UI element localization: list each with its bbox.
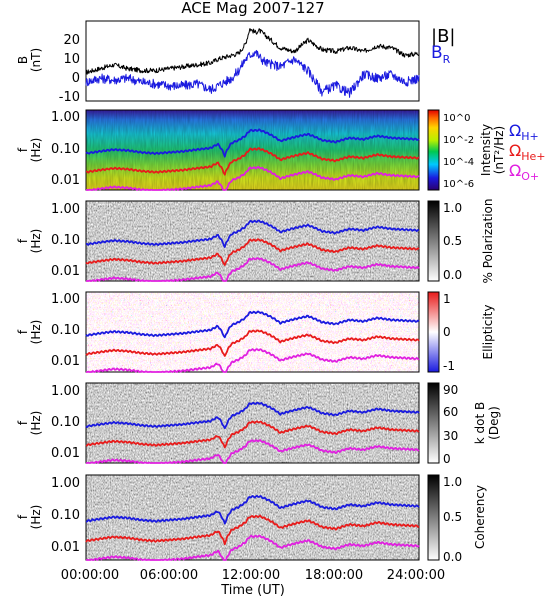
colorbar-tick: 1.0 <box>443 475 462 489</box>
colorbar <box>427 200 440 282</box>
legend-radial-field: BR <box>431 43 451 66</box>
y-tick-label: 0.01 <box>51 354 80 369</box>
y-tick-label: 0.01 <box>51 446 80 461</box>
y-tick-label: 0.10 <box>51 508 80 523</box>
colorbar-tick: 0.5 <box>443 510 462 524</box>
y-axis-label: f <box>16 147 30 152</box>
colorbar-tick: 0 <box>443 452 451 466</box>
y-tick-label: 0.10 <box>51 323 80 338</box>
y-tick-label: 1.00 <box>51 476 80 491</box>
colorbar-unit: (nT²/Hz) <box>492 126 506 174</box>
panel-intensity: f (Hz) 1.00 0.10 0.01 10^0 10^-2 10^-4 1… <box>16 109 546 191</box>
colorbar-tick: 1 <box>443 292 451 306</box>
y-tick-label: 0.01 <box>51 173 80 188</box>
legend-radial-sub: R <box>443 53 451 66</box>
colorbar-unit: (Deg) <box>487 406 501 440</box>
colorbar-tick: 10^-4 <box>443 157 474 168</box>
y-tick-label: 0 <box>72 71 80 86</box>
colorbar-tick: 10^-2 <box>443 135 474 146</box>
hplus-line <box>85 401 420 430</box>
series-line-total <box>85 28 420 75</box>
heplus-line <box>85 420 420 449</box>
colorbar-tick: 0.0 <box>443 268 462 282</box>
x-tick-label: 18:00:00 <box>305 568 363 583</box>
y-tick-label: 0.10 <box>51 415 80 430</box>
y-axis-unit: (Hz) <box>29 138 43 163</box>
legend-radial-base: B <box>431 43 443 63</box>
panel-coherency: f (Hz) 1.00 0.10 0.01 1.0 0.5 0.0 Cohere… <box>16 474 487 564</box>
y-axis-unit: (nT) <box>29 48 43 72</box>
colorbar-tick: -1 <box>443 359 455 373</box>
heplus-line <box>85 238 420 266</box>
y-tick-label: 0.10 <box>51 142 80 157</box>
colorbar-label: % Polarization <box>481 199 495 284</box>
x-tick-label: 06:00:00 <box>140 568 198 583</box>
colorbar-tick: 0 <box>443 325 451 339</box>
y-tick-label: 1.00 <box>51 384 80 399</box>
y-axis-unit: (Hz) <box>29 320 43 345</box>
colorbar-tick: 60 <box>443 405 458 419</box>
colorbar-tick: 10^-6 <box>443 179 474 190</box>
colorbar <box>427 474 440 561</box>
y-tick-label: 1.00 <box>51 202 80 217</box>
chart-title: ACE Mag 2007-127 <box>181 0 324 17</box>
y-tick-label: 0.10 <box>51 233 80 248</box>
y-axis-label: f <box>16 514 30 519</box>
y-axis-unit: (Hz) <box>29 505 43 530</box>
heplus-line <box>85 147 420 176</box>
colorbar-tick: 1.0 <box>443 201 462 215</box>
x-tick-label: 24:00:00 <box>387 568 445 583</box>
hplus-line <box>85 310 420 339</box>
heplus-line <box>85 514 420 546</box>
hplus-line <box>85 494 420 525</box>
legend-heplus: ΩHe+ <box>509 141 546 163</box>
hplus-line <box>85 128 420 158</box>
colorbar-label: k dot B <box>473 402 487 444</box>
y-tick-label: 20 <box>63 33 80 48</box>
legend-hplus: ΩH+ <box>509 121 539 143</box>
legend-total-field: |B| <box>431 26 455 47</box>
panel-magnetic-field: B (nT) 20 10 0 -10 |B| BR <box>16 20 455 105</box>
oplus-line <box>86 257 420 282</box>
y-axis-unit: (Hz) <box>29 411 43 436</box>
colorbar-tick: 0.0 <box>443 550 462 564</box>
legend-oplus: ΩO+ <box>509 161 539 183</box>
x-tick-label: 12:00:00 <box>222 568 280 583</box>
colorbar-label: Intensity <box>479 124 493 176</box>
panel-polarization: f (Hz) 1.00 0.10 0.01 1.0 0.5 0.0 % Pola… <box>16 199 495 284</box>
y-axis-label: f <box>16 329 30 334</box>
heplus-line <box>85 329 420 357</box>
oplus-line <box>86 348 420 373</box>
y-axis-label: f <box>16 420 30 425</box>
colorbar <box>427 109 440 191</box>
y-axis-label: f <box>16 238 30 243</box>
colorbar-label: Ellipticity <box>481 305 495 360</box>
hplus-line <box>85 219 420 248</box>
panel-k-dot-b: f (Hz) 1.00 0.10 0.01 90 60 30 0 k dot B… <box>16 382 501 466</box>
oplus-line <box>86 439 420 464</box>
colorbar <box>427 382 440 464</box>
oplus-line <box>86 165 420 191</box>
y-tick-label: -10 <box>59 90 80 105</box>
y-axis-unit: (Hz) <box>29 229 43 254</box>
y-tick-label: 0.01 <box>51 264 80 279</box>
colorbar-tick: 90 <box>443 383 458 397</box>
y-tick-label: 0.01 <box>51 540 80 555</box>
x-axis-label: Time (UT) <box>220 583 285 598</box>
x-tick-label: 00:00:00 <box>61 568 119 583</box>
oplus-line <box>85 534 420 561</box>
series-line-radial <box>85 49 420 98</box>
y-tick-label: 1.00 <box>51 292 80 307</box>
colorbar-tick: 10^0 <box>443 113 470 124</box>
y-axis-label: B <box>16 56 30 64</box>
colorbar <box>427 291 440 373</box>
colorbar-tick: 0.5 <box>443 234 462 248</box>
colorbar-tick: 30 <box>443 429 458 443</box>
y-tick-label: 1.00 <box>51 110 80 125</box>
panel-ellipticity: f (Hz) 1.00 0.10 0.01 1 0 -1 Ellipticity <box>16 291 495 373</box>
colorbar-label: Coherency <box>473 485 487 549</box>
y-tick-label: 10 <box>63 52 80 67</box>
